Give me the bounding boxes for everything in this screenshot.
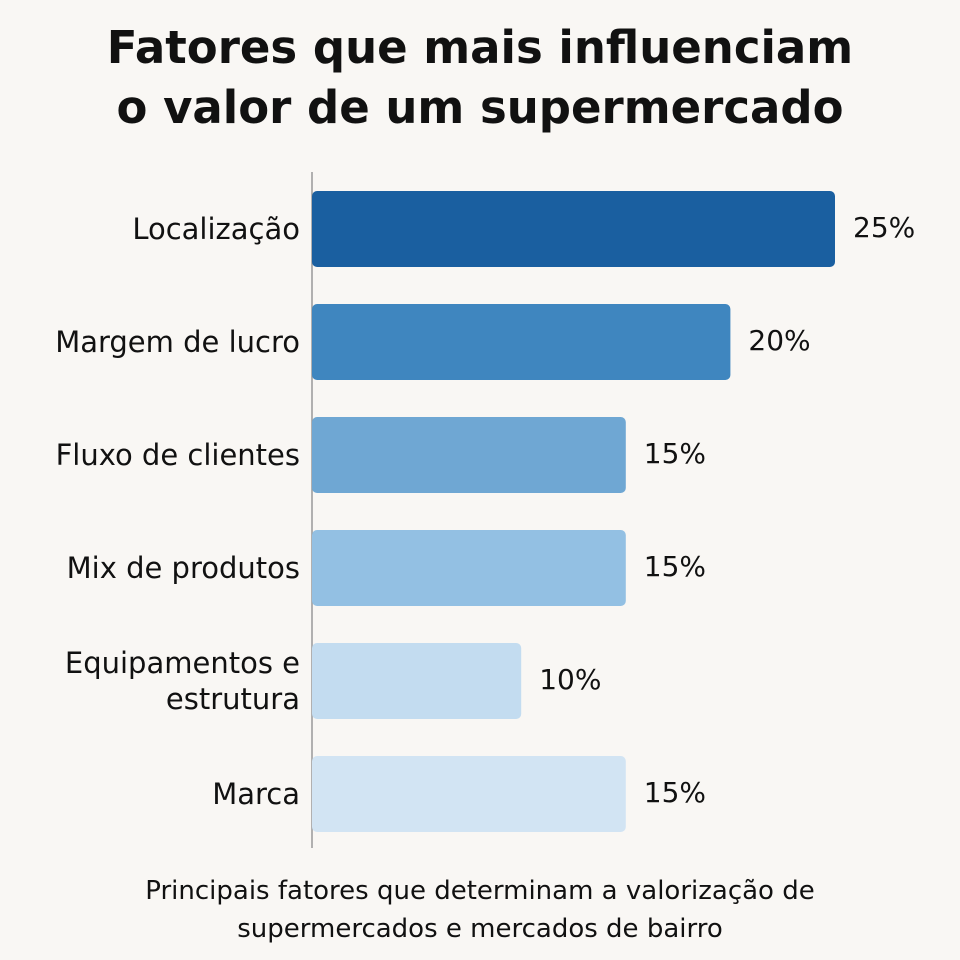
bar (312, 191, 835, 267)
chart-title: Fatores que mais influenciam o valor de … (106, 21, 854, 134)
value-label: 15% (644, 776, 706, 809)
category-label: Fluxo de clientes (55, 438, 300, 472)
value-label: 15% (644, 437, 706, 470)
bar (312, 756, 626, 832)
value-label: 10% (539, 663, 601, 696)
category-label: Equipamentos e estrutura (64, 646, 300, 716)
value-label: 25% (853, 211, 915, 244)
bar (312, 304, 731, 380)
category-label: Localização (132, 212, 300, 246)
category-label: Margem de lucro (55, 325, 300, 359)
chart-caption: Principais fatores que determinam a valo… (145, 876, 815, 944)
bar (312, 530, 626, 606)
category-label: Marca (212, 777, 300, 811)
bar (312, 643, 522, 719)
value-label: 20% (748, 324, 810, 357)
bar (312, 417, 626, 493)
category-label: Mix de produtos (66, 551, 300, 585)
value-label: 15% (644, 550, 706, 583)
